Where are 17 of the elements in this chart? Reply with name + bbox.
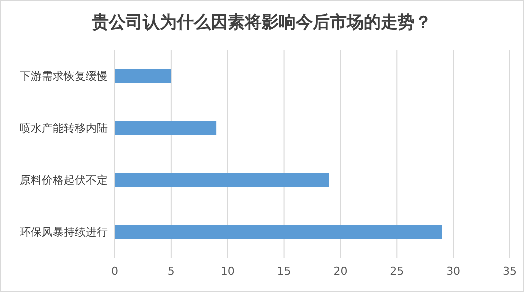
y-tick-label: 原料价格起伏不定 [20, 174, 108, 187]
bar [115, 225, 442, 239]
x-tick-label: 25 [390, 265, 404, 278]
y-tick-label: 下游需求恢复缓慢 [20, 70, 108, 83]
chart-title: 贵公司认为什么因素将影响今后市场的走势？ [91, 13, 432, 33]
y-tick-label: 喷水产能转移内陆 [20, 122, 108, 135]
bar [115, 173, 330, 187]
x-tick-label: 0 [112, 265, 118, 278]
bar [115, 121, 217, 135]
y-tick-label: 环保风暴持续进行 [20, 226, 108, 239]
x-tick-label: 10 [220, 265, 235, 278]
x-tick-label: 35 [503, 265, 517, 278]
x-tick-label: 30 [446, 265, 461, 278]
x-tick-label: 15 [277, 265, 292, 278]
x-tick-label: 20 [334, 265, 348, 278]
x-tick-label: 5 [168, 265, 175, 278]
bar [115, 69, 172, 83]
